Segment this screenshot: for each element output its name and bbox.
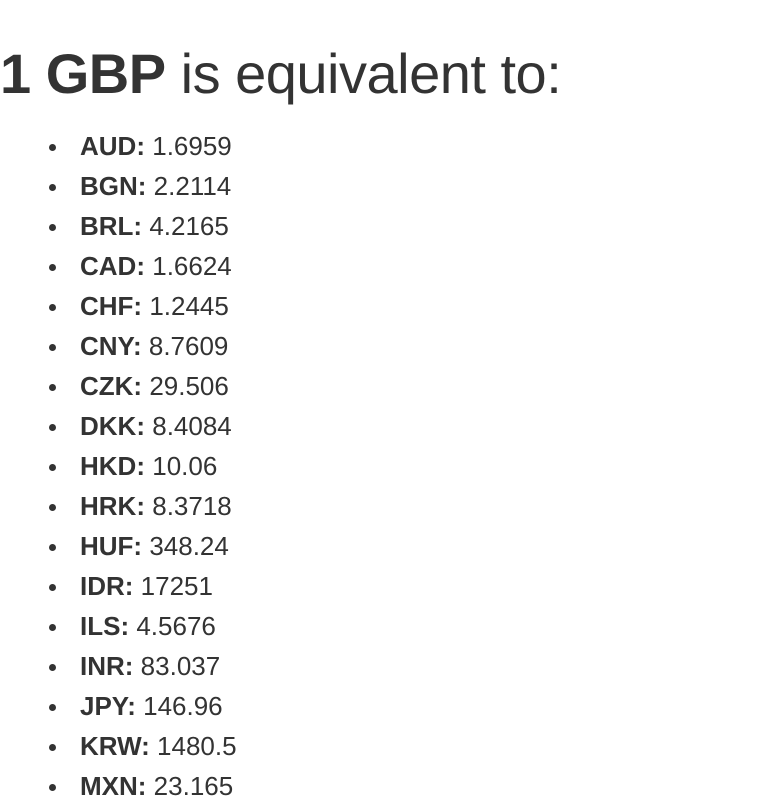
bullet-icon bbox=[49, 704, 56, 711]
exchange-rate-list: AUD: 1.6959 BGN: 2.2114 BRL: 4.2165 CAD:… bbox=[0, 126, 237, 806]
currency-code: BRL: bbox=[80, 211, 143, 241]
currency-code: AUD: bbox=[80, 131, 145, 161]
currency-code: IDR: bbox=[80, 571, 134, 601]
currency-code: ILS: bbox=[80, 611, 130, 641]
rate-value: 23.165 bbox=[153, 771, 234, 801]
rate-value: 4.5676 bbox=[136, 611, 216, 641]
rate-value: 83.037 bbox=[140, 651, 221, 681]
currency-code: BGN: bbox=[80, 171, 147, 201]
rate-item-brl: BRL: 4.2165 bbox=[0, 206, 237, 246]
rate-item-cny: CNY: 8.7609 bbox=[0, 326, 237, 366]
rate-value: 8.3718 bbox=[152, 491, 232, 521]
bullet-icon bbox=[49, 304, 56, 311]
currency-code: CAD: bbox=[80, 251, 145, 281]
rate-value: 348.24 bbox=[149, 531, 229, 561]
bullet-icon bbox=[49, 664, 56, 671]
rate-item-chf: CHF: 1.2445 bbox=[0, 286, 237, 326]
bullet-icon bbox=[49, 264, 56, 271]
rate-item-hkd: HKD: 10.06 bbox=[0, 446, 237, 486]
currency-code: DKK: bbox=[80, 411, 145, 441]
rate-item-czk: CZK: 29.506 bbox=[0, 366, 237, 406]
page-title: 1 GBP is equivalent to: bbox=[0, 38, 562, 110]
bullet-icon bbox=[49, 344, 56, 351]
currency-code: INR: bbox=[80, 651, 134, 681]
bullet-icon bbox=[49, 504, 56, 511]
rate-item-idr: IDR: 17251 bbox=[0, 566, 237, 606]
rate-value: 4.2165 bbox=[149, 211, 229, 241]
rate-item-ils: ILS: 4.5676 bbox=[0, 606, 237, 646]
currency-code: HKD: bbox=[80, 451, 145, 481]
currency-code: CHF: bbox=[80, 291, 143, 321]
bullet-icon bbox=[49, 144, 56, 151]
rate-item-mxn: MXN: 23.165 bbox=[0, 766, 237, 806]
rate-value: 8.7609 bbox=[148, 331, 229, 361]
rate-item-huf: HUF: 348.24 bbox=[0, 526, 237, 566]
bullet-icon bbox=[49, 224, 56, 231]
rate-item-bgn: BGN: 2.2114 bbox=[0, 166, 237, 206]
rate-item-aud: AUD: 1.6959 bbox=[0, 126, 237, 166]
rate-item-inr: INR: 83.037 bbox=[0, 646, 237, 686]
base-currency-label: 1 GBP bbox=[0, 42, 166, 105]
rate-item-jpy: JPY: 146.96 bbox=[0, 686, 237, 726]
rate-item-hrk: HRK: 8.3718 bbox=[0, 486, 237, 526]
currency-code: HUF: bbox=[80, 531, 143, 561]
bullet-icon bbox=[49, 624, 56, 631]
currency-code: JPY: bbox=[80, 691, 136, 721]
page-title-rest: is equivalent to: bbox=[165, 42, 562, 105]
bullet-icon bbox=[49, 544, 56, 551]
rate-value: 2.2114 bbox=[153, 171, 232, 201]
rate-value: 29.506 bbox=[149, 371, 229, 401]
rate-value: 10.06 bbox=[152, 451, 218, 481]
rate-item-krw: KRW: 1480.5 bbox=[0, 726, 237, 766]
rate-value: 146.96 bbox=[143, 691, 223, 721]
rate-item-cad: CAD: 1.6624 bbox=[0, 246, 237, 286]
currency-code: KRW: bbox=[80, 731, 150, 761]
bullet-icon bbox=[49, 584, 56, 591]
rate-value: 1.6624 bbox=[152, 251, 232, 281]
currency-code: CZK: bbox=[80, 371, 143, 401]
rate-value: 1.6959 bbox=[152, 131, 232, 161]
bullet-icon bbox=[49, 424, 56, 431]
bullet-icon bbox=[49, 744, 56, 751]
rate-value: 8.4084 bbox=[152, 411, 232, 441]
bullet-icon bbox=[49, 784, 56, 791]
bullet-icon bbox=[49, 184, 56, 191]
rate-item-dkk: DKK: 8.4084 bbox=[0, 406, 237, 446]
rate-value: 17251 bbox=[140, 571, 213, 601]
rate-value: 1480.5 bbox=[157, 731, 237, 761]
currency-code: CNY: bbox=[80, 331, 142, 361]
currency-code: MXN: bbox=[80, 771, 147, 801]
bullet-icon bbox=[49, 384, 56, 391]
rate-value: 1.2445 bbox=[149, 291, 229, 321]
currency-code: HRK: bbox=[80, 491, 145, 521]
bullet-icon bbox=[49, 464, 56, 471]
